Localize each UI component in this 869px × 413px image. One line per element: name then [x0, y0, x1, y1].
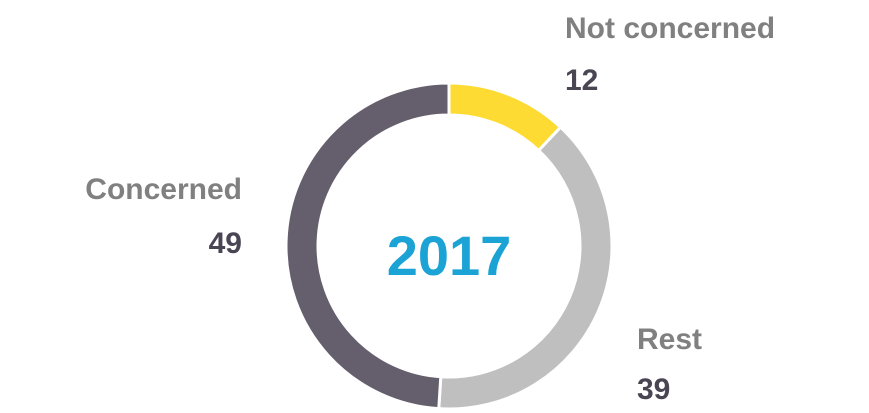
value-label: 39: [637, 373, 670, 406]
category-label: Not concerned: [565, 12, 775, 45]
category-label: Concerned: [85, 173, 242, 206]
value-label: 12: [565, 64, 598, 97]
donut-segment: [284, 81, 451, 411]
value-label: 49: [209, 227, 242, 260]
donut-segment: [447, 81, 563, 153]
center-label: 2017: [387, 224, 512, 287]
category-label: Rest: [637, 323, 702, 356]
